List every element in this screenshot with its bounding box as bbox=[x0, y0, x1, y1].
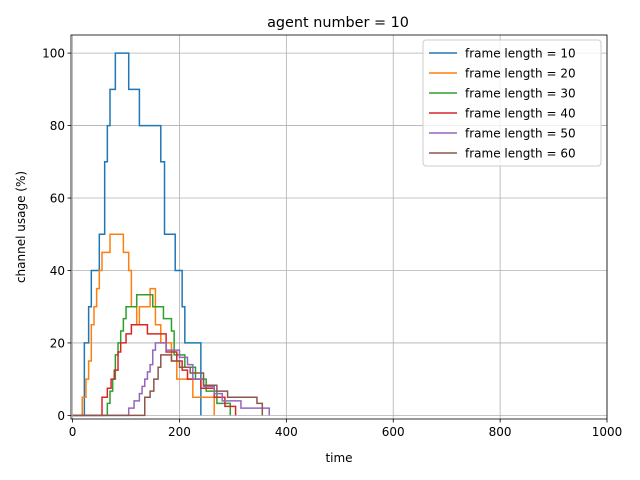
y-tick-label: 40 bbox=[50, 264, 65, 278]
legend-entry-label: frame length = 60 bbox=[465, 147, 576, 161]
x-tick-label: 1000 bbox=[592, 425, 623, 439]
axis-ticks: 0 200 400 600 800 1000 0 20 40 60 80 100 bbox=[42, 47, 622, 439]
series-line-6 bbox=[72, 354, 264, 417]
x-tick-label: 600 bbox=[382, 425, 405, 439]
legend-box bbox=[422, 39, 602, 167]
series-line-2 bbox=[72, 233, 215, 417]
legend-entry-label: frame length = 50 bbox=[465, 127, 576, 141]
x-tick-label: 0 bbox=[69, 425, 77, 439]
plot-frame bbox=[70, 34, 608, 420]
x-axis-label: time bbox=[325, 451, 352, 465]
y-tick-label: 0 bbox=[57, 409, 65, 423]
x-tick-label: 400 bbox=[275, 425, 298, 439]
y-tick-label: 20 bbox=[50, 336, 65, 350]
chart-title: agent number = 10 bbox=[267, 15, 409, 31]
series-line-5 bbox=[72, 342, 271, 417]
x-tick-label: 800 bbox=[489, 425, 512, 439]
y-axis-label: channel usage (%) bbox=[14, 171, 28, 283]
series-line-1 bbox=[72, 52, 202, 417]
legend: frame length = 10 frame length = 20 frame … bbox=[422, 39, 602, 167]
series-lines bbox=[72, 52, 271, 417]
series-line-4 bbox=[72, 324, 237, 417]
y-tick-label: 80 bbox=[50, 119, 65, 133]
legend-entry-label: frame length = 10 bbox=[465, 47, 576, 61]
legend-entry-label: frame length = 40 bbox=[465, 107, 576, 121]
legend-entry-label: frame length = 30 bbox=[465, 87, 576, 101]
y-tick-label: 100 bbox=[42, 47, 65, 61]
legend-entry-label: frame length = 20 bbox=[465, 67, 576, 81]
y-tick-label: 60 bbox=[50, 192, 65, 206]
x-tick-label: 200 bbox=[168, 425, 191, 439]
